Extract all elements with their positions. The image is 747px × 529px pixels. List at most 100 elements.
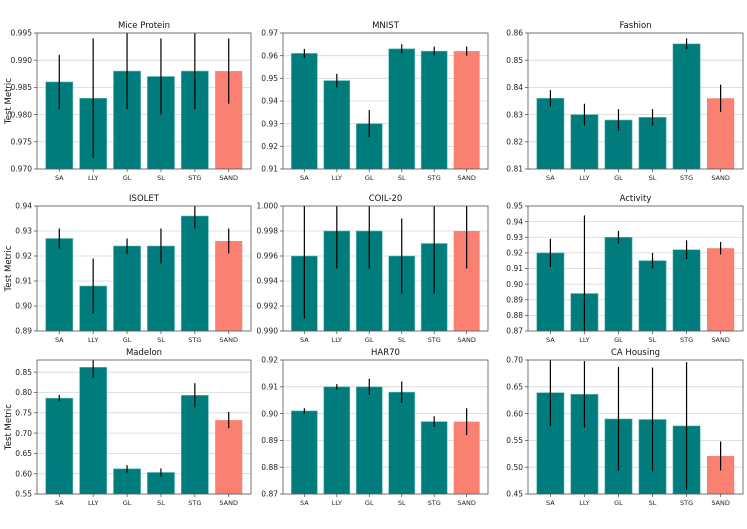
y-tick-label: 0.88 — [506, 311, 523, 320]
subplot-title: Fashion — [619, 21, 651, 31]
x-tick-label: GL — [614, 499, 623, 507]
y-tick-label: 0.97 — [261, 29, 278, 38]
bar-lly — [323, 386, 351, 495]
y-tick-label: 0.94 — [261, 97, 278, 106]
y-tick-label: 0.990 — [257, 327, 279, 336]
x-tick-label: STG — [188, 499, 201, 507]
x-tick-label: SAND — [219, 499, 238, 507]
y-tick-label: 0.75 — [15, 408, 32, 417]
x-tick-label: STG — [680, 336, 693, 344]
subplot-title: MNIST — [372, 21, 400, 31]
subplot-har70: 0.87 0.88 0.89 0.90 0.91 0.92 SA LLY GL SL STG SAND… — [261, 348, 489, 507]
axes-frame — [527, 32, 744, 170]
y-tick-label: 0.60 — [15, 469, 32, 478]
axes-frame — [527, 359, 744, 495]
bar-sa — [536, 97, 565, 170]
x-tick-label: SA — [300, 336, 309, 344]
y-tick-label: 0.994 — [257, 277, 279, 286]
bar-sand — [706, 248, 735, 331]
bar-sl — [388, 391, 416, 495]
y-tick-label: 0.82 — [506, 138, 523, 147]
y-tick-label: 0.89 — [261, 436, 278, 445]
y-tick-label: 0.87 — [506, 327, 523, 336]
axes-frame — [36, 205, 252, 332]
bar-sa — [45, 397, 74, 495]
y-tick-label: 0.92 — [261, 356, 278, 365]
x-tick-label: GL — [123, 336, 132, 344]
x-tick-label: SL — [649, 174, 657, 182]
bar-gl — [113, 468, 141, 495]
y-tick-label: 0.91 — [261, 165, 278, 174]
bar-sand — [215, 241, 243, 331]
x-tick-label: SAND — [711, 174, 730, 182]
y-tick-label: 0.65 — [15, 449, 32, 458]
x-tick-label: GL — [365, 174, 374, 182]
y-tick-label: 0.85 — [506, 56, 523, 65]
bar-sa — [291, 410, 318, 495]
x-tick-label: SAND — [457, 174, 476, 182]
y-tick-label: 0.91 — [506, 264, 523, 273]
y-tick-label: 0.92 — [261, 142, 278, 151]
y-tick-label: 0.92 — [506, 249, 523, 258]
axes-frame — [527, 205, 744, 332]
bar-sand — [215, 420, 243, 494]
axes-frame — [36, 32, 252, 170]
x-tick-label: SL — [398, 499, 406, 507]
x-tick-label: GL — [614, 336, 623, 344]
subplot-title: CA Housing — [611, 348, 660, 358]
bar-sl — [638, 260, 667, 332]
x-tick-label: LLY — [88, 499, 98, 507]
x-tick-label: SA — [55, 499, 64, 507]
x-tick-label: SL — [649, 336, 657, 344]
y-tick-label: 0.70 — [15, 429, 32, 438]
bar-lly — [79, 367, 108, 495]
y-tick-label: 0.84 — [506, 83, 523, 92]
bar-stg — [420, 421, 448, 495]
axes-frame — [282, 359, 489, 495]
y-tick-label: 0.996 — [257, 252, 279, 261]
y-tick-label: 0.970 — [11, 165, 33, 174]
x-tick-label: STG — [428, 499, 441, 507]
subplot-title: Activity — [620, 194, 652, 204]
x-tick-label: STG — [428, 336, 441, 344]
x-tick-label: LLY — [579, 174, 589, 182]
subplot-isolet: 0.89 0.90 0.91 0.92 0.93 0.94 SA LLY GL SL STG SAND… — [4, 194, 252, 344]
y-tick-label: 0.90 — [261, 409, 278, 418]
y-tick-label: 0.90 — [15, 302, 32, 311]
x-tick-label: SAND — [711, 336, 730, 344]
bar-gl — [113, 245, 141, 332]
y-tick-label: 0.90 — [506, 280, 523, 289]
x-tick-label: SL — [649, 499, 657, 507]
y-tick-label: 0.89 — [15, 327, 32, 336]
y-tick-label: 0.80 — [15, 388, 32, 397]
y-tick-label: 0.985 — [11, 83, 33, 92]
x-tick-label: LLY — [579, 499, 589, 507]
y-tick-label: 0.70 — [506, 356, 523, 365]
y-tick-label: 0.94 — [506, 217, 523, 226]
x-tick-label: LLY — [332, 499, 342, 507]
bar-stg — [672, 249, 701, 332]
x-tick-label: LLY — [88, 336, 98, 344]
y-tick-label: 1.000 — [257, 202, 279, 211]
y-tick-label: 0.990 — [11, 56, 33, 65]
subplot-coil-20: 0.990 0.992 0.994 0.996 0.998 1.000 SA LLY GL SL S… — [257, 194, 489, 344]
y-tick-label: 0.998 — [257, 227, 279, 236]
x-tick-label: SAND — [457, 336, 476, 344]
axes-frame — [282, 32, 489, 170]
bar-stg — [180, 395, 209, 495]
x-tick-label: STG — [680, 174, 693, 182]
y-tick-label: 0.50 — [506, 463, 523, 472]
y-axis-label: Test Metric — [4, 245, 14, 292]
x-tick-label: SA — [546, 174, 555, 182]
x-tick-label: STG — [188, 174, 201, 182]
y-tick-label: 0.93 — [506, 233, 523, 242]
x-tick-label: LLY — [88, 174, 98, 182]
x-tick-label: SL — [157, 174, 165, 182]
x-tick-label: SL — [157, 499, 165, 507]
x-tick-label: LLY — [579, 336, 589, 344]
x-tick-label: GL — [123, 499, 132, 507]
x-tick-label: LLY — [332, 336, 342, 344]
subplot-title: COIL-20 — [369, 194, 403, 204]
x-tick-label: SA — [546, 499, 555, 507]
